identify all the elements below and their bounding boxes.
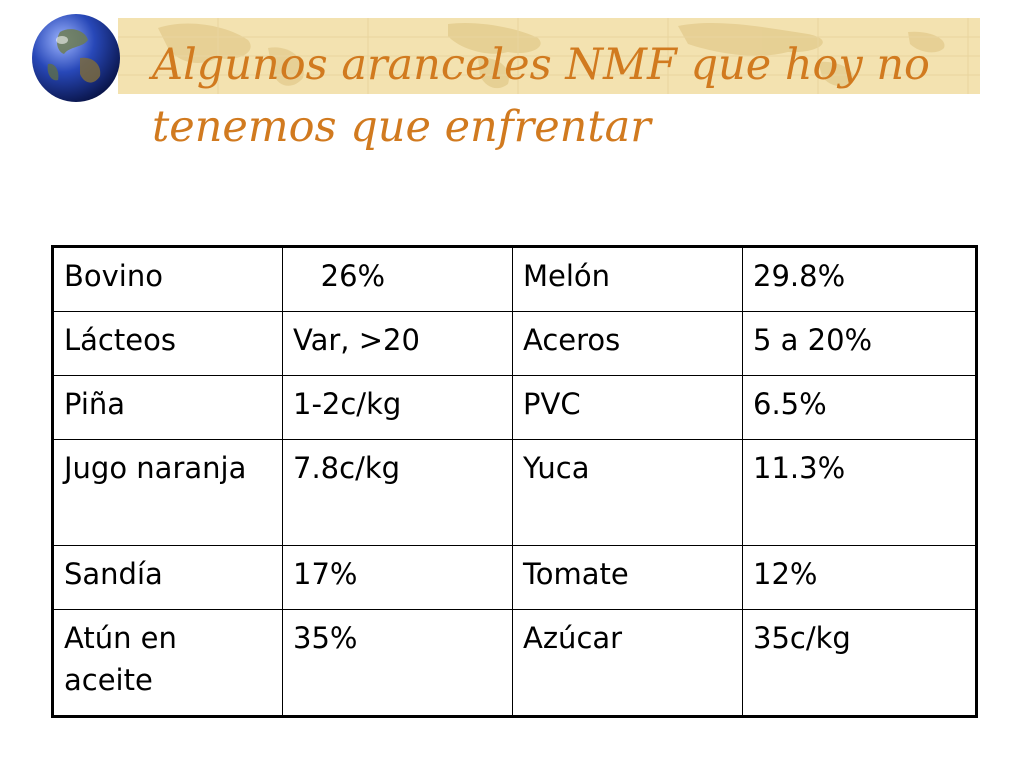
- tariff-cell: 6.5%: [742, 375, 977, 440]
- table-row: Lácteos Var, >20 Aceros 5 a 20%: [52, 311, 977, 376]
- tariff-cell: 17%: [282, 545, 513, 610]
- product-cell: Lácteos: [52, 311, 283, 376]
- tariff-cell: 5 a 20%: [742, 311, 977, 376]
- product-cell: Melón: [512, 246, 743, 312]
- product-cell: Atún en aceite: [52, 609, 283, 717]
- product-cell: Tomate: [512, 545, 743, 610]
- tariff-cell: 7.8c/kg: [282, 439, 513, 546]
- tariff-cell: 12%: [742, 545, 977, 610]
- table-row: Bovino 26% Melón 29.8%: [52, 246, 977, 312]
- product-cell: Azúcar: [512, 609, 743, 717]
- product-cell: Yuca: [512, 439, 743, 546]
- product-cell: PVC: [512, 375, 743, 440]
- table-row: Atún en aceite 35% Azúcar 35c/kg: [52, 609, 977, 717]
- product-cell: Jugo naranja: [52, 439, 283, 546]
- table-row: Piña 1-2c/kg PVC 6.5%: [52, 375, 977, 440]
- tariff-cell: 11.3%: [742, 439, 977, 546]
- tariff-cell: 35c/kg: [742, 609, 977, 717]
- tariff-cell: 26%: [282, 246, 513, 312]
- table-row: Sandía 17% Tomate 12%: [52, 545, 977, 610]
- tariff-cell: 29.8%: [742, 246, 977, 312]
- title-banner: [118, 18, 980, 94]
- product-cell: Sandía: [52, 545, 283, 610]
- product-cell: Aceros: [512, 311, 743, 376]
- tariff-cell: 1-2c/kg: [282, 375, 513, 440]
- tariff-table: Bovino 26% Melón 29.8% Lácteos Var, >20 …: [51, 245, 978, 718]
- tariff-cell: Var, >20: [282, 311, 513, 376]
- tariff-cell: 35%: [282, 609, 513, 717]
- table-row: Jugo naranja 7.8c/kg Yuca 11.3%: [52, 439, 977, 546]
- product-cell: Piña: [52, 375, 283, 440]
- world-map-watermark: [118, 18, 980, 94]
- slide-title: Algunos aranceles NMF que hoy no tenemos…: [152, 40, 930, 152]
- globe-icon: [30, 12, 122, 104]
- product-cell: Bovino: [52, 246, 283, 312]
